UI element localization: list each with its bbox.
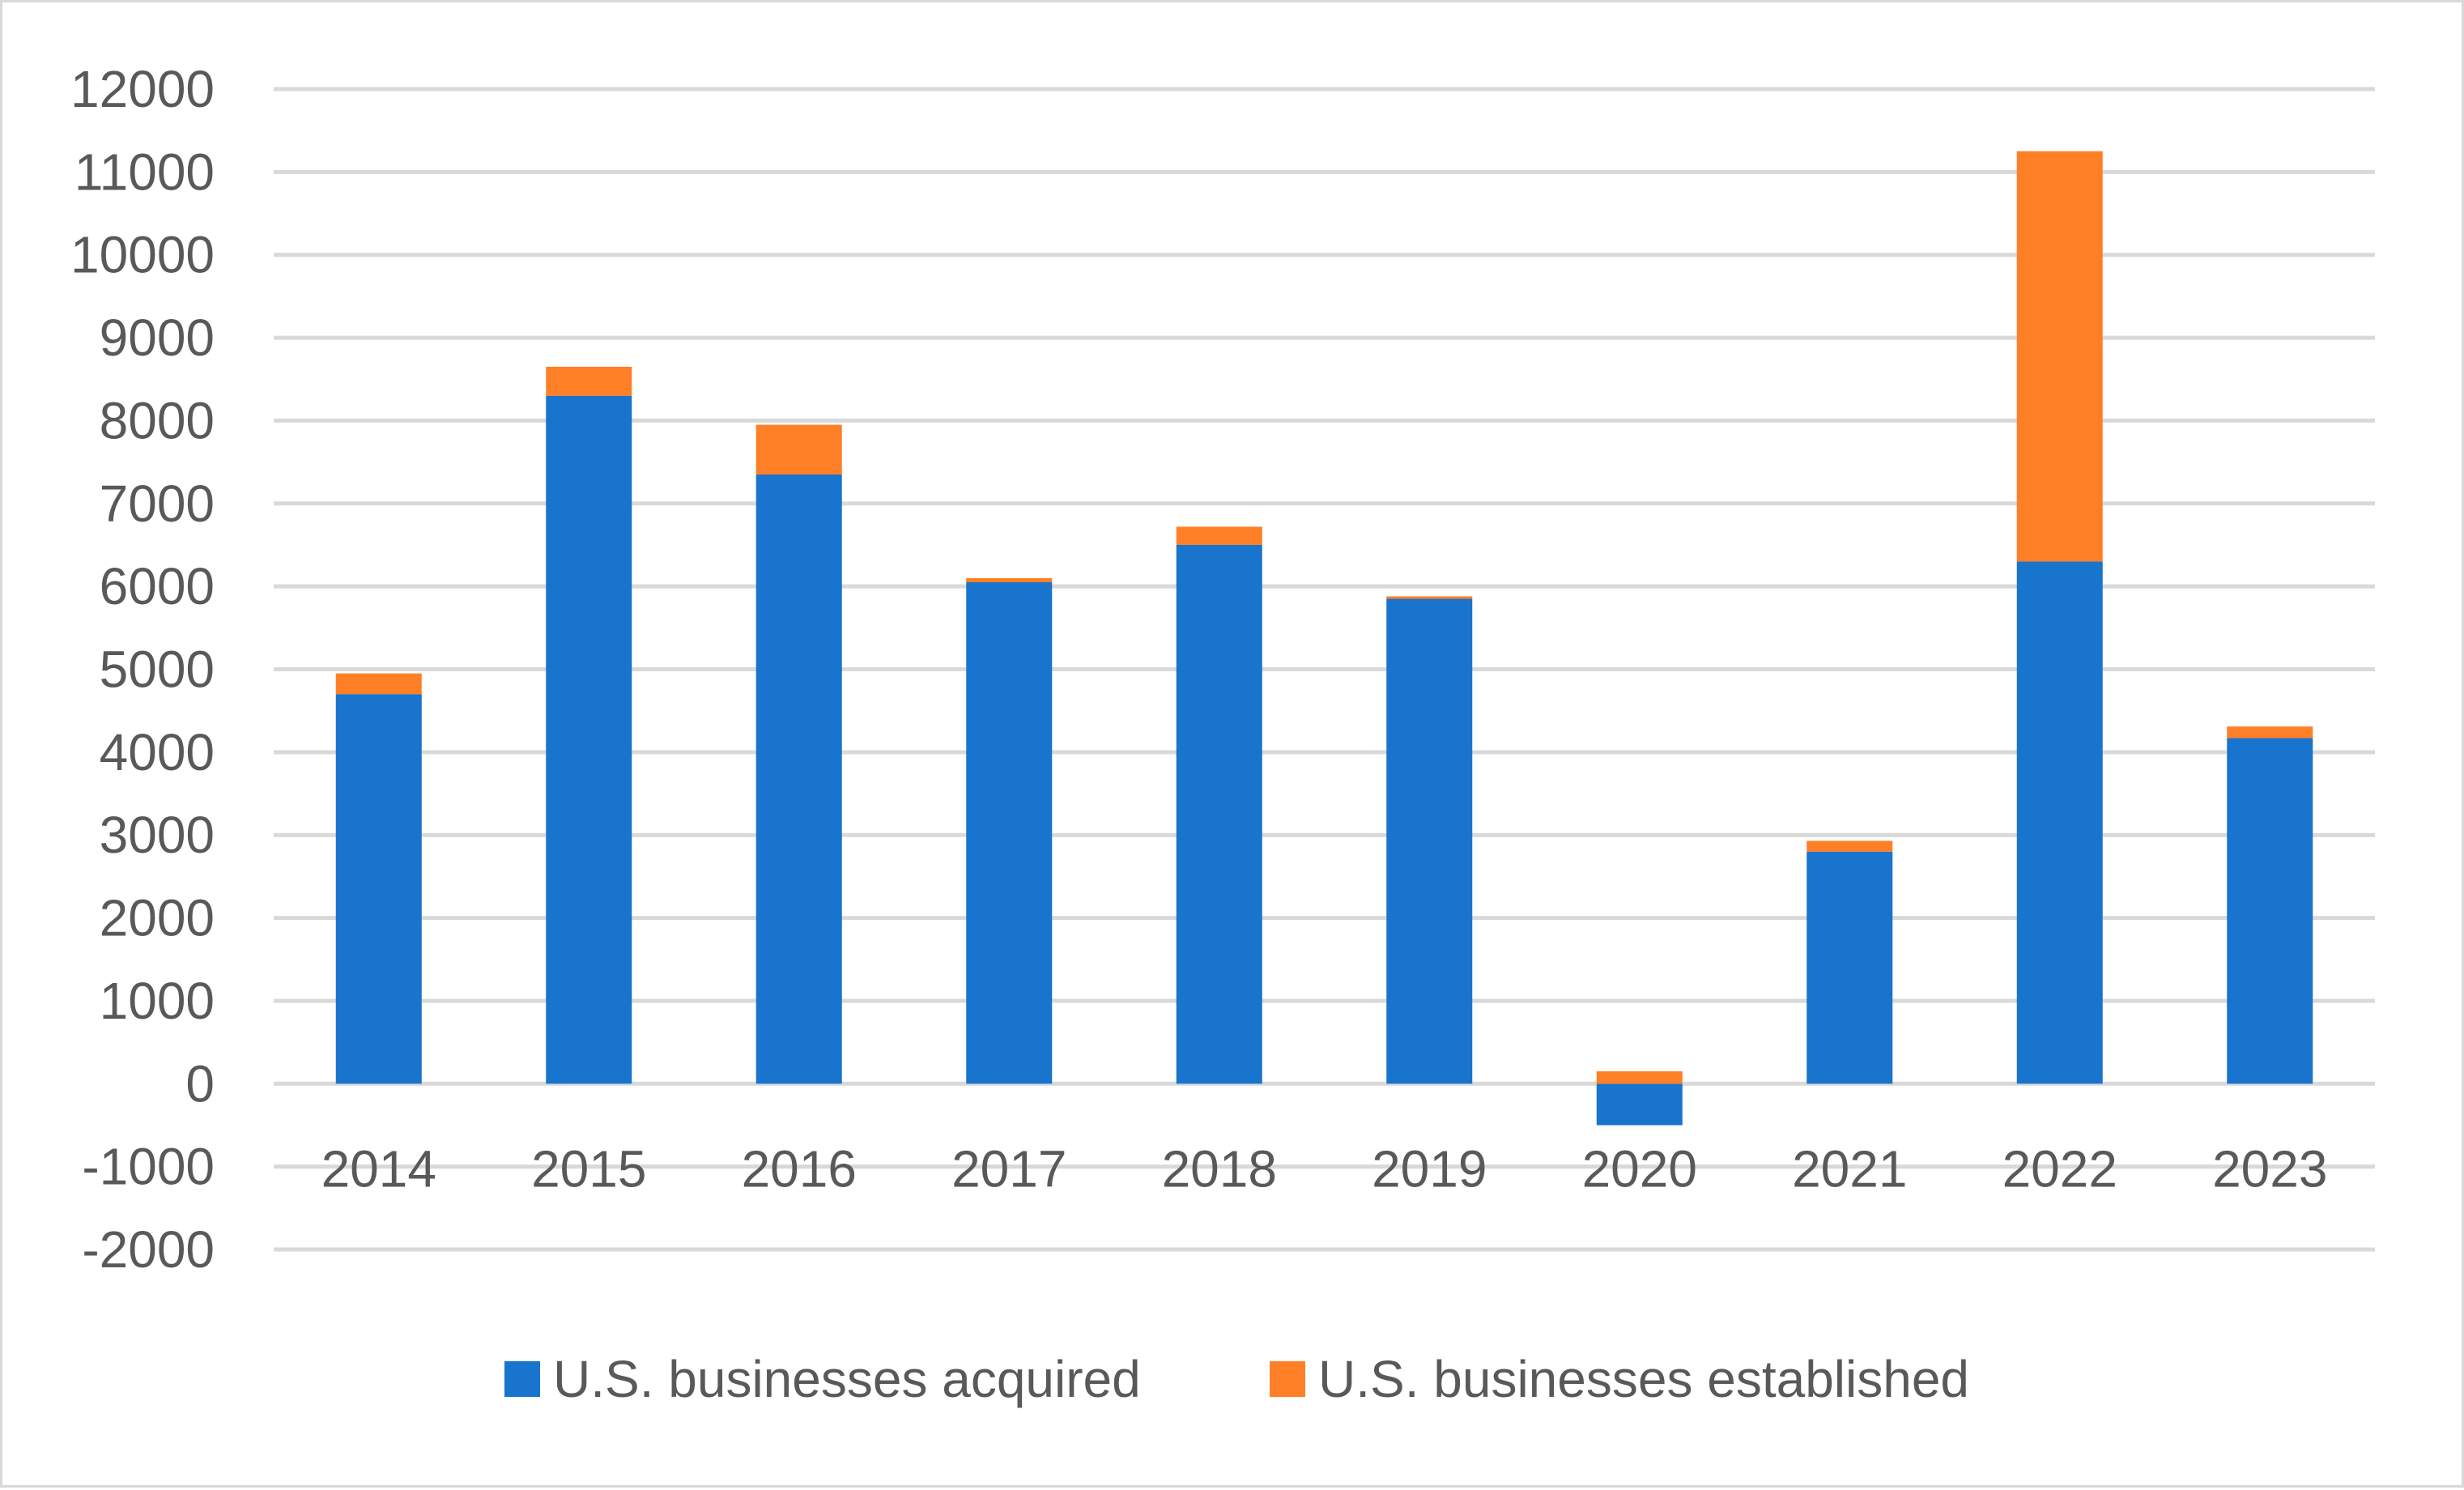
bar-established-2015 (546, 366, 632, 396)
legend-label-established: U.S. businesses established (1318, 1350, 1969, 1408)
x-tick-label: 2017 (951, 1139, 1066, 1198)
bar-established-2018 (1176, 526, 1262, 545)
bar-established-2023 (2227, 726, 2313, 739)
bar-acquired-2021 (1807, 851, 1893, 1084)
bar-acquired-2017 (966, 582, 1053, 1084)
y-tick-label: 9000 (100, 309, 215, 367)
y-tick-label: -1000 (82, 1138, 215, 1196)
y-tick-label: -2000 (82, 1220, 215, 1279)
bar-established-2017 (966, 577, 1053, 583)
y-tick-label: 8000 (100, 391, 215, 449)
bar-acquired-2014 (335, 694, 422, 1084)
y-tick-label: 5000 (100, 641, 215, 699)
y-tick-label: 12000 (70, 60, 215, 118)
x-tick-label: 2021 (1792, 1139, 1907, 1198)
bar-acquired-2018 (1176, 544, 1262, 1084)
bar-established-2021 (1807, 841, 1893, 852)
bar-established-2016 (755, 424, 842, 475)
x-tick-label: 2018 (1162, 1139, 1277, 1198)
bar-established-2022 (2016, 151, 2103, 562)
bar-established-2020 (1596, 1071, 1683, 1084)
x-tick-label: 2023 (2212, 1139, 2327, 1198)
y-tick-label: 2000 (100, 889, 215, 947)
x-tick-label: 2020 (1582, 1139, 1697, 1198)
x-tick-label: 2016 (742, 1139, 857, 1198)
x-axis-tick-labels: 2014 2015 2016 2017 2018 2019 2020 2021 2022 2023 (321, 1139, 2328, 1198)
y-tick-label: 4000 (100, 723, 215, 781)
y-tick-label: 1000 (100, 972, 215, 1030)
bar-established-2019 (1386, 596, 1473, 599)
y-tick-label: 7000 (100, 475, 215, 533)
bar-acquired-2019 (1386, 598, 1473, 1084)
bar-acquired-2016 (755, 474, 842, 1084)
bar-acquired-2023 (2227, 738, 2313, 1084)
legend: U.S. businesses acquired U.S. businesses … (504, 1350, 1969, 1408)
x-tick-label: 2022 (2002, 1139, 2117, 1198)
y-axis-tick-labels: 1200011000100009000800070006000500040003… (70, 60, 215, 1279)
bar-established-2014 (335, 673, 422, 695)
x-tick-label: 2019 (1372, 1139, 1487, 1198)
y-tick-label: 6000 (100, 557, 215, 615)
bars (335, 151, 2313, 1126)
y-tick-label: 3000 (100, 806, 215, 864)
y-tick-label: 0 (185, 1054, 215, 1113)
legend-swatch-established (1270, 1361, 1305, 1397)
x-tick-label: 2014 (321, 1139, 436, 1198)
bar-acquired-2015 (546, 395, 632, 1084)
x-tick-label: 2015 (531, 1139, 646, 1198)
bar-acquired-2022 (2016, 561, 2103, 1084)
legend-swatch-acquired (504, 1361, 540, 1397)
bar-acquired-2020 (1596, 1083, 1683, 1126)
y-tick-label: 10000 (70, 226, 215, 284)
legend-label-acquired: U.S. businesses acquired (553, 1350, 1141, 1408)
y-tick-label: 11000 (74, 143, 215, 201)
